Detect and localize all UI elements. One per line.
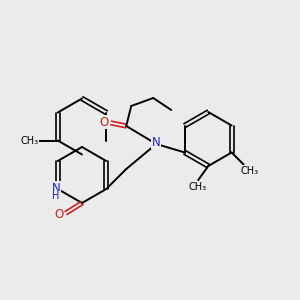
Text: CH₃: CH₃: [188, 182, 206, 192]
Text: CH₃: CH₃: [241, 166, 259, 176]
Text: CH₃: CH₃: [21, 136, 39, 146]
Text: N: N: [152, 136, 161, 148]
Text: N: N: [51, 182, 60, 194]
Text: O: O: [54, 208, 64, 220]
Text: O: O: [100, 116, 109, 128]
Text: H: H: [52, 191, 59, 201]
